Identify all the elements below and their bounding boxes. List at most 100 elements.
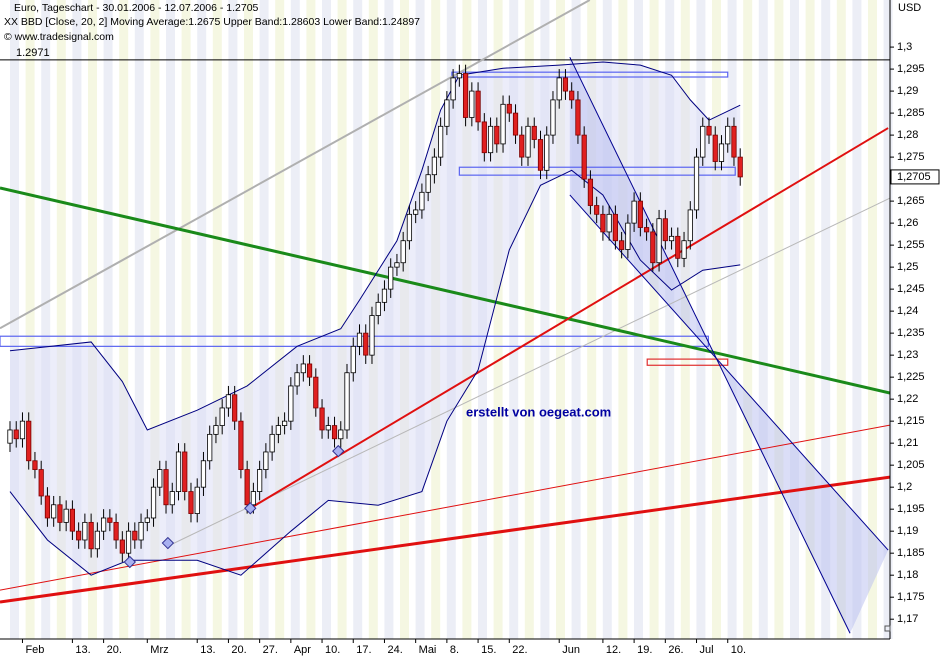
candle-body [13, 429, 19, 440]
y-tick-label: 1,235 [897, 327, 925, 339]
candle-body [413, 209, 419, 215]
bollinger-band [9, 169, 741, 576]
background-stripe [727, 0, 737, 639]
candle-body [562, 77, 569, 92]
candle-body [294, 372, 300, 387]
background-stripe [41, 0, 51, 639]
background-stripe [88, 0, 97, 639]
candle-body [32, 460, 38, 470]
y-tick-label: 1,225 [897, 371, 925, 383]
candle-body [132, 530, 138, 541]
candle-body [731, 125, 737, 158]
y-tick-label: 1,295 [897, 63, 925, 75]
background-stripe [509, 0, 519, 639]
y-tick-label: 1,215 [897, 415, 925, 427]
x-tick-label: 10. [731, 644, 746, 656]
background-stripe [743, 0, 753, 639]
candle-body [569, 90, 575, 101]
candle-body [369, 315, 375, 356]
x-tick-label: 13. [75, 644, 90, 656]
background-stripe [649, 0, 659, 639]
y-tick-label: 1,17 [897, 613, 918, 625]
zone-box [458, 166, 736, 176]
candle-body [431, 156, 437, 176]
candle-body [269, 433, 275, 453]
candle-body [63, 508, 69, 523]
candle-body [725, 125, 731, 145]
x-tick-label: 10. [325, 644, 340, 656]
x-tick-label: 24. [387, 644, 402, 656]
marker [161, 536, 175, 550]
candle-body [344, 372, 350, 431]
candle-body [363, 332, 369, 356]
band-fill [9, 62, 741, 576]
candle-body [718, 143, 725, 162]
candle-body [456, 73, 462, 79]
x-tick-label: 15. [481, 644, 496, 656]
candle-body [188, 491, 194, 514]
candle-body [581, 134, 587, 180]
candle-body [419, 191, 425, 211]
candle-body [625, 222, 631, 250]
candle-body [693, 156, 700, 211]
y-axis-label: USD [898, 2, 921, 14]
y-tick-label: 1,25 [897, 261, 918, 273]
x-tick-label: 26. [668, 644, 683, 656]
candle-body [506, 103, 512, 114]
candle-body [487, 125, 494, 154]
candle-body [675, 235, 681, 259]
candle-body [594, 205, 600, 215]
candle-body [475, 90, 481, 123]
zone-box [646, 358, 729, 366]
background-stripe [556, 0, 565, 639]
candle-body [225, 394, 232, 409]
background-stripe [821, 0, 831, 639]
candle-body [94, 530, 100, 550]
y-tick-label: 1,265 [897, 195, 925, 207]
background-stripe [181, 0, 191, 639]
candle-body [300, 363, 306, 374]
candle-body [687, 209, 693, 242]
x-tick-label: 12. [606, 644, 621, 656]
background-stripe [883, 0, 893, 639]
candle-body [82, 521, 88, 541]
candle-body [619, 240, 625, 250]
x-tick-label: 17. [356, 644, 371, 656]
candle-body [400, 240, 406, 264]
marker [244, 502, 257, 515]
background-stripe [322, 0, 331, 639]
candle-body [481, 121, 487, 154]
candle-body [450, 77, 456, 101]
last-price-box [890, 169, 940, 185]
background-stripe [868, 0, 877, 639]
bollinger-band [9, 61, 741, 431]
candle-body [737, 156, 743, 178]
x-tick-label: Jun [562, 644, 580, 656]
candle-body [525, 125, 531, 158]
x-tick-label: Jul [700, 644, 714, 656]
candle-body [288, 385, 294, 422]
candle-body [107, 517, 113, 523]
candle-body [275, 425, 281, 435]
zone-box [451, 71, 729, 78]
x-tick-label: 20. [107, 644, 122, 656]
trend-line [169, 197, 890, 546]
candle-body [306, 363, 313, 378]
candle-body [356, 332, 363, 347]
candle-body [313, 376, 319, 409]
plot-area [0, 0, 890, 634]
background-stripe [337, 0, 347, 639]
candle-body [319, 407, 325, 431]
background-stripe [275, 0, 285, 639]
trend-line [569, 56, 851, 634]
candle-body [650, 231, 656, 264]
background-stripe [602, 0, 612, 639]
candle-body [606, 213, 612, 233]
trend-line [0, 424, 890, 591]
x-tick-label: Mai [419, 644, 437, 656]
background-stripe [228, 0, 238, 639]
background-stripe [852, 0, 862, 639]
candle-body [712, 134, 718, 162]
background-stripe [493, 0, 503, 639]
